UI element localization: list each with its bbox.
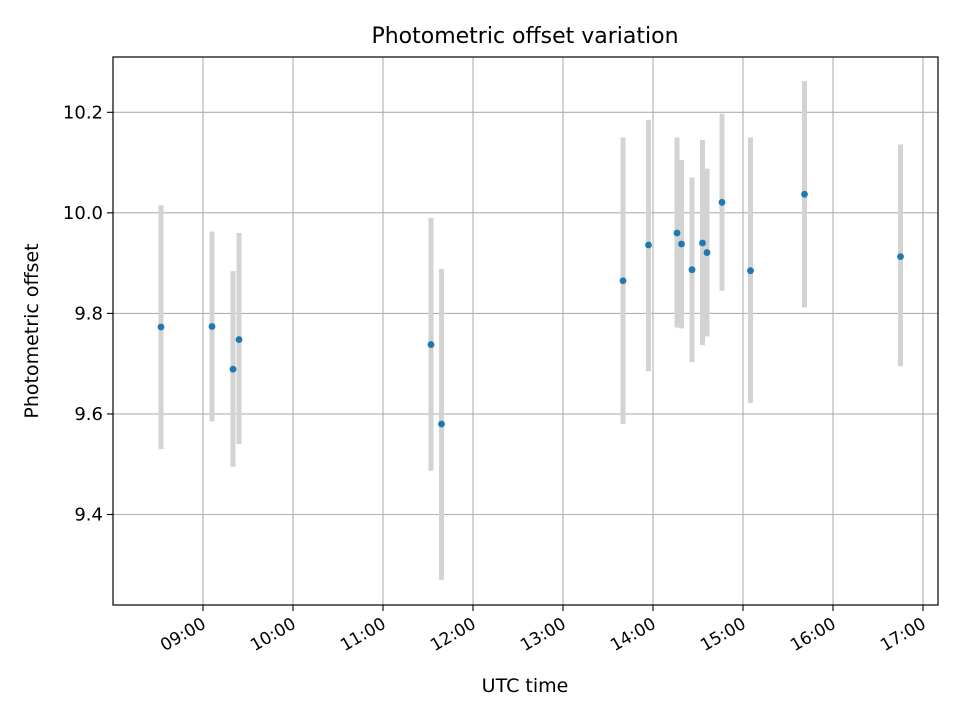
y-axis-label: Photometric offset [21,243,43,418]
data-point [229,365,237,373]
chart-title: Photometric offset variation [371,24,678,49]
data-point [747,267,754,275]
data-point [703,249,711,256]
y-tick-label: 10.0 [63,203,103,224]
data-point [619,277,627,285]
y-tick-label: 9.8 [74,303,103,324]
data-point [438,420,445,428]
data-point [235,336,243,343]
data-point [678,240,685,248]
x-axis-label: UTC time [482,675,569,697]
data-point [718,198,726,206]
data-point [645,241,652,249]
y-tick-label: 10.2 [63,102,103,123]
grid-layer [113,57,938,605]
plot-frame [112,56,939,606]
data-point [801,190,808,198]
data-point [427,341,435,348]
data-point [157,323,165,331]
data-point [673,229,681,237]
data-point [897,253,904,260]
point-layer [157,190,904,428]
y-tick-label: 9.6 [74,404,103,425]
data-point [688,266,696,274]
y-tick-label: 9.4 [74,505,103,526]
data-point [699,239,706,247]
data-point [208,323,216,330]
